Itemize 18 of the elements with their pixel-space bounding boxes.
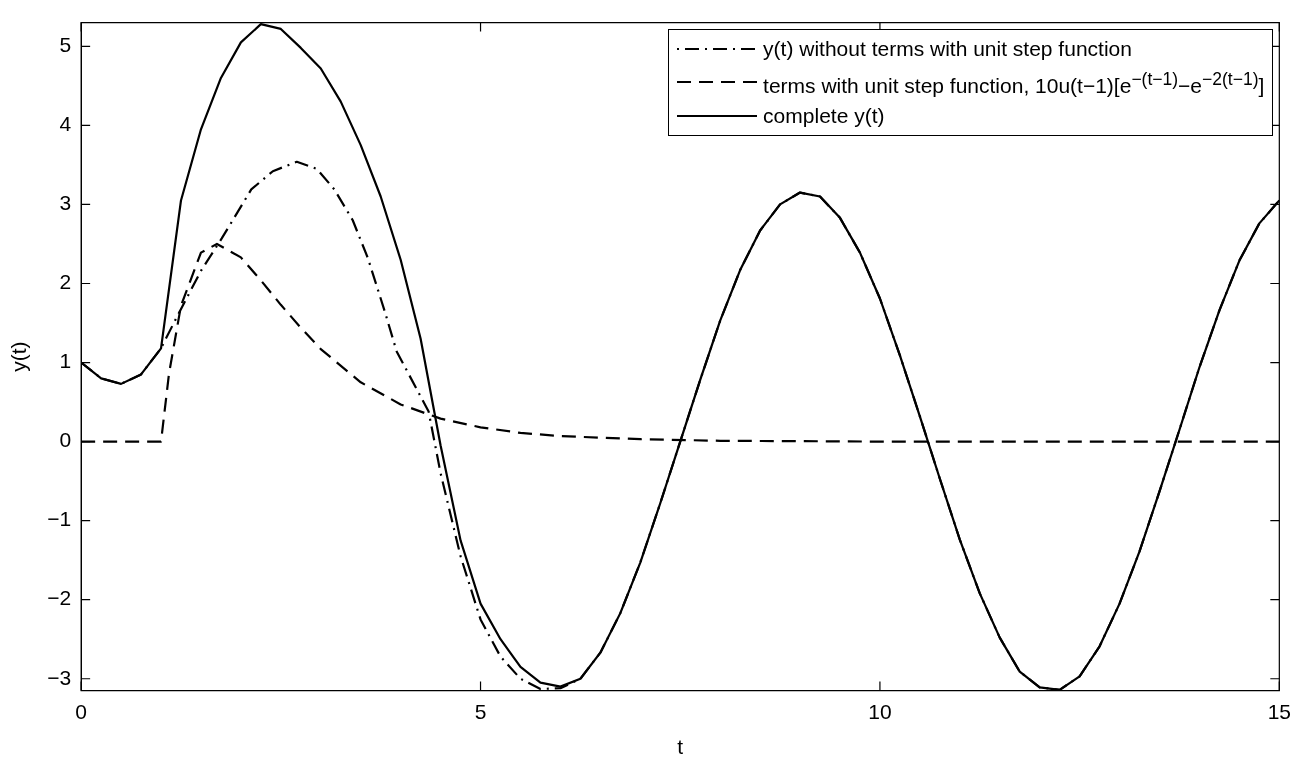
legend-label: terms with unit step function, 10u(t−1)[e$^{−(t−1)}$−e$^{−2(t−1)}$] <box>763 67 1265 99</box>
y-tick-label: −1 <box>47 507 72 531</box>
legend-label: complete y(t) <box>763 102 885 129</box>
y-tick-label: 0 <box>59 428 72 452</box>
y-tick-label: 4 <box>59 112 72 136</box>
y-tick-label: −3 <box>47 665 72 689</box>
y-axis-title: y(t) <box>7 341 31 372</box>
y-tick-label: 1 <box>59 349 72 373</box>
x-tick-label: 0 <box>75 700 87 723</box>
x-tick-label: 10 <box>868 700 892 723</box>
x-axis-title: t <box>677 735 684 759</box>
legend-label: y(t) without terms with unit step function <box>763 35 1132 62</box>
y-tick-label: 5 <box>59 33 72 57</box>
x-tick-label: 5 <box>474 700 487 723</box>
y-tick-label: 3 <box>59 191 72 215</box>
y-tick-label: 2 <box>59 270 72 294</box>
x-tick-label: 15 <box>1267 700 1291 723</box>
y-tick-label: −2 <box>47 586 72 610</box>
